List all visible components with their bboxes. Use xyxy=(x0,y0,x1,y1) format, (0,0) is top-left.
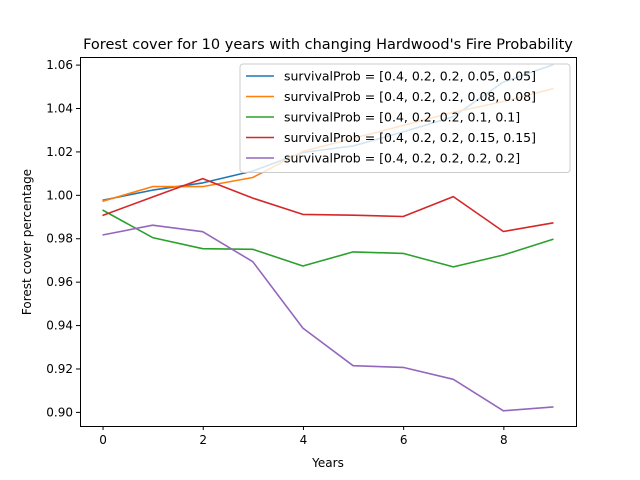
y-tick-label-0: 0.90 xyxy=(46,405,73,419)
series-line-4 xyxy=(102,224,554,412)
legend-label-1: survivalProb = [0.4, 0.2, 0.2, 0.08, 0.0… xyxy=(284,89,536,104)
legend-label-4: survivalProb = [0.4, 0.2, 0.2, 0.2, 0.2] xyxy=(284,151,520,166)
legend-label-2: survivalProb = [0.4, 0.2, 0.2, 0.1, 0.1] xyxy=(284,110,520,125)
y-tick-label-3: 0.96 xyxy=(46,275,73,289)
series-line-3 xyxy=(102,177,554,233)
legend-label-0: survivalProb = [0.4, 0.2, 0.2, 0.05, 0.0… xyxy=(284,69,536,84)
x-tick-label-4: 8 xyxy=(500,433,508,447)
legend-frame xyxy=(239,63,571,173)
y-tick-label-6: 1.02 xyxy=(46,145,73,159)
x-tick-label-3: 6 xyxy=(400,433,408,447)
y-tick-label-2: 0.94 xyxy=(46,319,73,333)
y-tick-label-5: 1.00 xyxy=(46,188,73,202)
chart-title: Forest cover for 10 years with changing … xyxy=(83,37,573,53)
x-tick-label-1: 2 xyxy=(199,433,207,447)
series-line-2 xyxy=(102,209,554,268)
legend: survivalProb = [0.4, 0.2, 0.2, 0.05, 0.0… xyxy=(239,63,571,173)
y-axis-label: Forest cover percentage xyxy=(20,169,34,315)
y-tick-label-4: 0.98 xyxy=(46,232,73,246)
y-tick-label-8: 1.06 xyxy=(46,58,73,72)
legend-label-3: survivalProb = [0.4, 0.2, 0.2, 0.15, 0.1… xyxy=(284,130,536,145)
x-tick-label-0: 0 xyxy=(99,433,107,447)
y-tick-label-7: 1.04 xyxy=(46,102,73,116)
plot-frame xyxy=(80,57,577,427)
x-tick-label-2: 4 xyxy=(300,433,308,447)
y-tick-label-1: 0.92 xyxy=(46,362,73,376)
axis-ticks: 0 2 4 6 8 0.90 0.92 0.94 0.96 0.98 1.00 1.02 1.04 1.0… xyxy=(46,58,507,447)
x-axis-label: Years xyxy=(311,456,344,470)
